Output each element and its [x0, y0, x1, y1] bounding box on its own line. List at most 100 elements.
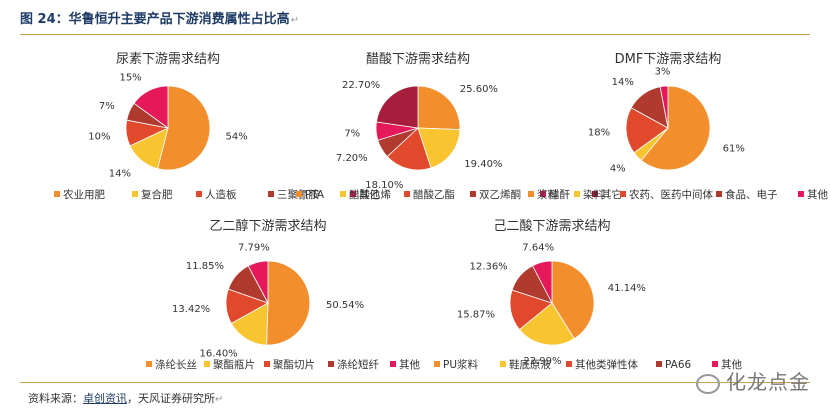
legend-label: 双乙烯酮: [479, 188, 521, 201]
legend-swatch: [540, 191, 546, 197]
chart-title: 乙二醇下游需求结构: [209, 218, 326, 234]
source-rest: ，天风证券研究所: [127, 392, 215, 405]
data-label: 3%: [655, 66, 671, 77]
data-label: 7.64%: [522, 243, 554, 254]
legend-label: 农业用肥: [63, 188, 105, 201]
legend-swatch: [656, 361, 662, 367]
legend-label: 复合肥: [141, 188, 173, 201]
pie-chart-3: DMF下游需求结构 61% 4% 18% 14% 3% 浆料 染料 农药、医药中间体 食品、电子 其…: [528, 52, 828, 201]
pie-slice: [417, 127, 461, 169]
legend-swatch: [132, 191, 138, 197]
pie-slice: [625, 107, 669, 154]
legend-label: 其他: [359, 188, 380, 201]
legend-label: 农药、医药中间体: [629, 188, 713, 201]
source-note: 资料来源：卓创资讯，天风证券研究所↵: [28, 390, 223, 406]
legend-swatch: [566, 361, 572, 367]
pie-slice: [247, 260, 269, 304]
data-label: 50.54%: [326, 300, 364, 311]
legend-label: PTA: [305, 189, 325, 201]
data-label: 4%: [610, 164, 626, 175]
data-label: 22.99%: [523, 356, 561, 367]
data-label: 18%: [588, 128, 610, 139]
legend-swatch: [196, 191, 202, 197]
figure-title: 图 24：华鲁恒升主要产品下游消费属性占比高↵: [20, 8, 810, 27]
data-label: 16.40%: [200, 349, 238, 360]
data-label: 25.60%: [460, 84, 498, 95]
legend-swatch: [434, 361, 440, 367]
pie-slice: [532, 260, 553, 304]
data-label: 11.85%: [186, 261, 224, 272]
legend-label: PA66: [665, 359, 692, 371]
legend-swatch: [328, 361, 334, 367]
data-label: 10%: [88, 131, 110, 142]
legend-label: 其他: [807, 188, 828, 201]
data-label: 7%: [344, 128, 360, 139]
legend-label: 染料: [583, 188, 604, 201]
legend-swatch: [404, 191, 410, 197]
figure-label: 图 24：: [20, 12, 69, 27]
pie-slice: [417, 85, 461, 130]
data-label: 15.87%: [457, 310, 495, 321]
legend-label: 其它: [601, 188, 622, 201]
source-link[interactable]: 卓创资讯: [83, 392, 127, 405]
data-label: 7%: [99, 101, 115, 112]
chart-title: 己二酸下游需求结构: [493, 219, 610, 234]
legend-label: 醋酸乙酯: [413, 188, 455, 201]
chart-title: 醋酸下游需求结构: [366, 51, 470, 67]
top-rule: [20, 34, 810, 35]
pie-chart-4: 乙二醇下游需求结构 50.54% 16.40% 13.42% 11.85% 7.79% 涤纶…: [146, 218, 420, 371]
bottom-rule: [20, 382, 810, 383]
data-label: 61%: [723, 144, 745, 155]
legend-swatch: [350, 191, 356, 197]
pie-slice: [518, 302, 575, 346]
legend-label: 醋酸乙烯: [349, 188, 391, 201]
data-label: 12.36%: [470, 262, 508, 273]
legend-swatch: [716, 191, 722, 197]
pie-slice: [659, 85, 669, 129]
data-label: 15%: [119, 72, 141, 83]
legend-label: 浆料: [537, 188, 558, 201]
legend-swatch: [54, 191, 60, 197]
watermark-text: 化龙点金: [726, 370, 810, 394]
paragraph-mark-icon: ↵: [290, 15, 300, 26]
legend-swatch: [798, 191, 804, 197]
source-paragraph-mark-icon: ↵: [215, 394, 224, 405]
watermark-logo-icon: [696, 373, 720, 394]
data-label: 22.70%: [342, 80, 380, 91]
data-label: 7.20%: [336, 153, 368, 164]
data-label: 41.14%: [608, 283, 646, 294]
legend-swatch: [268, 191, 274, 197]
source-prefix: 资料来源：: [28, 392, 83, 405]
legend-swatch: [204, 361, 210, 367]
legend-swatch: [470, 191, 476, 197]
pie-chart-2: 醋酸下游需求结构 25.60% 19.40% 18.10% 7.20% 7% 22.70% P…: [296, 51, 622, 201]
pie-chart-5: 己二酸下游需求结构 41.14% 22.99% 15.87% 12.36% 7.64% PU…: [434, 219, 742, 371]
legend-swatch: [340, 191, 346, 197]
legend-swatch: [528, 191, 534, 197]
legend-swatch: [146, 361, 152, 367]
legend-label: 人造板: [205, 188, 237, 201]
legend-swatch: [264, 361, 270, 367]
data-label: 54%: [226, 131, 248, 142]
data-label: 14%: [109, 169, 131, 180]
chart-title: 尿素下游需求结构: [116, 52, 220, 67]
data-label: 13.42%: [172, 304, 210, 315]
legend-label: 鞋底原液: [509, 358, 551, 371]
pie-slice: [230, 302, 269, 346]
legend-swatch: [574, 191, 580, 197]
data-label: 19.40%: [464, 159, 502, 170]
pie-slice: [375, 85, 419, 129]
legend-swatch: [620, 191, 626, 197]
chart-title: DMF下游需求结构: [615, 52, 722, 67]
legend-label: 醋酐: [549, 188, 570, 201]
pie-slice: [157, 85, 211, 171]
legend-label: 食品、电子: [725, 188, 778, 201]
legend-swatch: [296, 191, 302, 197]
legend-label: 聚酯切片: [273, 358, 315, 371]
legend-label: 其他: [399, 358, 420, 371]
pie-slice: [133, 85, 169, 129]
watermark: 化龙点金: [696, 366, 810, 395]
legend-swatch: [390, 361, 396, 367]
